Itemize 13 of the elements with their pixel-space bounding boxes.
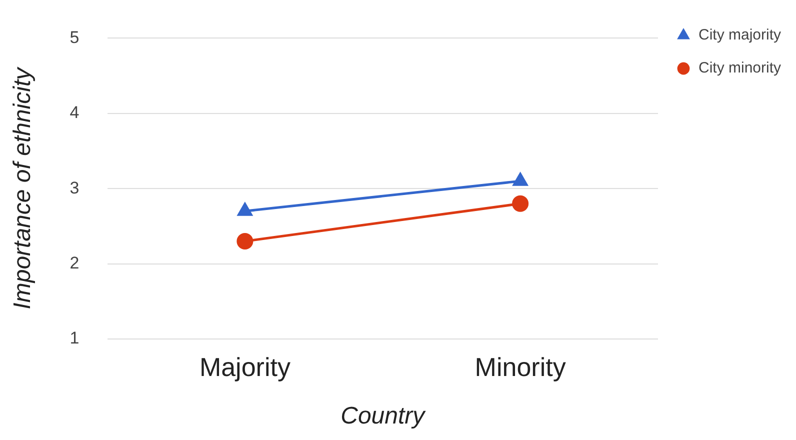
x-tick-label: Minority [474,352,566,382]
y-tick-label: 4 [70,103,80,122]
y-tick-label: 1 [70,328,80,348]
point [512,195,529,212]
x-tick-label: Majority [199,352,290,382]
y-tick-label: 5 [70,28,80,47]
x-axis-title: Country [340,402,427,430]
legend-label: City minority [698,60,782,77]
point [236,232,254,250]
y-tick-label: 2 [70,253,80,272]
y-tick-label: 3 [70,178,80,198]
y-axis-title: Importance of ethnicity [9,66,36,310]
legend-label: City majority [698,26,782,44]
